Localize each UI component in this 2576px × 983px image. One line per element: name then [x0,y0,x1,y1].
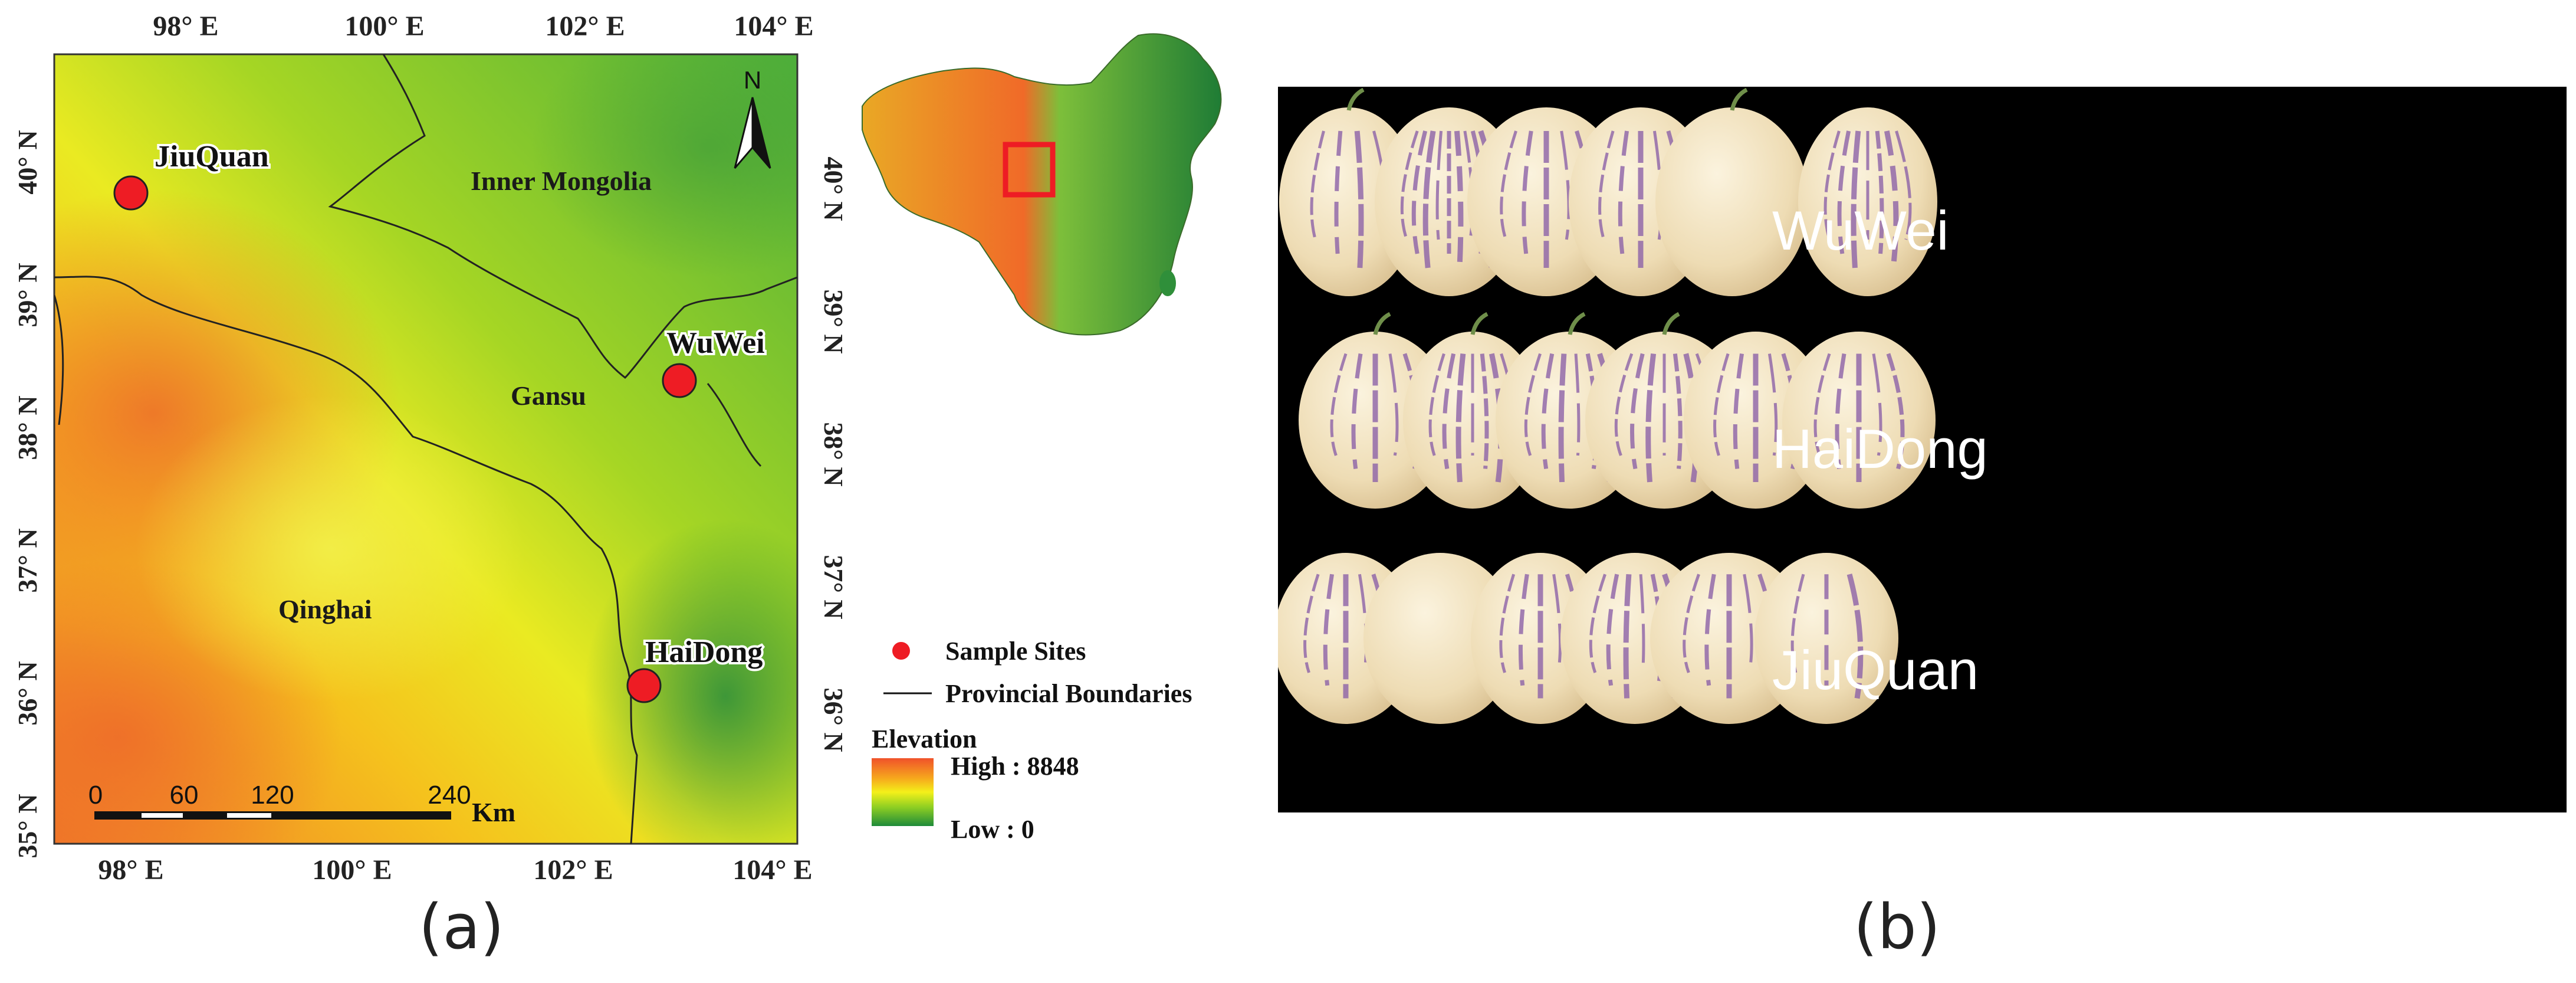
legend-provincial-boundaries: Provincial Boundaries [883,679,1192,708]
pepino-fruit [1754,553,1898,724]
top-axis: 98° E 100° E 102° E 104° E [153,11,813,42]
site-label: HaiDong [645,635,763,669]
bottom-axis-label: 98° E [98,854,163,886]
svg-text:N: N [744,66,761,94]
site-label: WuWei [666,326,765,360]
row-label-wuwei: WuWei [1772,199,1949,261]
bottom-axis-label: 104° E [732,854,812,886]
left-axis-label: 36° N [12,661,42,725]
legend-elevation-title: Elevation [872,725,977,753]
elevation-map [54,54,797,844]
left-axis: 40° N 39° N 38° N 37° N 36° N 35° N [12,130,42,858]
scale-tick: 60 [170,781,199,810]
bottom-axis: 98° E 100° E 102° E 104° E [98,854,812,886]
row-label-haidong: HaiDong [1772,418,1988,480]
right-axis: 40° N 39° N 38° N 37° N 36° N [819,156,849,752]
right-axis-label: 37° N [819,555,849,619]
top-axis-label: 104° E [734,11,813,42]
scale-tick: 120 [251,781,294,810]
pepino-fruit [1782,332,1936,509]
top-axis-label: 102° E [545,11,625,42]
right-axis-label: 36° N [819,687,849,752]
provincial-boundaries [54,54,797,844]
inset-china-map [862,33,1222,336]
pepino-fruit [1363,553,1517,724]
right-axis-label: 39° N [819,289,849,353]
pepino-fruit [1798,107,1937,296]
row-label-jiuquan: JiuQuan [1772,639,1979,701]
scale-bar: 0 60 120 240 Km [88,781,515,827]
top-axis-label: 98° E [153,11,218,42]
north-arrow-icon: N [734,66,771,169]
legend-elevation-low: Low : 0 [951,815,1034,844]
top-axis-label: 100° E [344,11,424,42]
right-axis-label: 38° N [819,422,849,486]
scale-tick: 240 [428,781,471,810]
map-figure: 98° E 100° E 102° E 104° E 98° E 100° E … [12,11,1222,886]
legend-provincial-boundaries-label: Provincial Boundaries [945,679,1192,708]
site-label: JiuQuan [155,140,269,173]
fruit-illustration [1274,87,1937,724]
legend-sample-sites: Sample Sites [892,637,1086,666]
left-axis-label: 39° N [12,263,42,327]
sample-sites: JiuQuan WuWei HaiDong [113,137,767,703]
region-label-qinghai: Qinghai [278,594,372,624]
subfigure-label-a: (a) [419,891,504,963]
left-axis-label: 40° N [12,130,42,194]
region-label-inner-mongolia: Inner Mongolia [471,166,652,196]
left-axis-label: 35° N [12,794,42,858]
site-wuwei: WuWei [662,324,767,398]
bottom-axis-label: 100° E [312,854,392,886]
region-label-gansu: Gansu [511,381,586,411]
map-frame [53,53,799,845]
legend: Sample Sites Provincial Boundaries Eleva… [872,637,1192,844]
pepino-fruit [1655,87,1809,296]
right-axis-label: 40° N [819,156,849,221]
subfigure-label-b: (b) [1854,891,1941,963]
legend-elevation-ramp [872,758,934,826]
legend-sample-sites-label: Sample Sites [945,637,1086,666]
legend-elevation-high: High : 8848 [951,752,1079,781]
left-axis-label: 37° N [12,528,42,592]
region-labels: Inner Mongolia Gansu Qinghai [278,166,652,624]
scale-tick: 0 [88,781,103,810]
fruit-photo: WuWei HaiDong JiuQuan [1274,87,2567,812]
site-haidong: HaiDong [626,633,765,703]
site-jiuquan: JiuQuan [113,137,271,211]
bottom-axis-label: 102° E [533,854,613,886]
panel-a: 98° E 100° E 102° E 104° E 98° E 100° E … [0,0,1268,983]
inset-box [1003,142,1056,198]
scale-unit: Km [472,797,515,827]
left-axis-label: 38° N [12,395,42,460]
